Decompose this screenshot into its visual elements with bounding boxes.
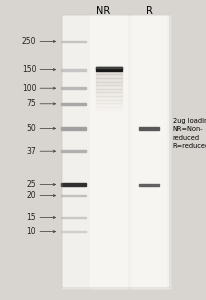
Text: 25: 25 [27, 180, 36, 189]
Text: 100: 100 [22, 84, 36, 93]
Bar [90, 15, 127, 288]
Bar [138, 127, 159, 130]
Bar [61, 69, 85, 70]
Bar [61, 183, 85, 186]
Text: 20: 20 [27, 191, 36, 200]
Bar [61, 87, 85, 89]
Text: 75: 75 [26, 99, 36, 108]
Text: 2ug loading
NR=Non-
reduced
R=reduced: 2ug loading NR=Non- reduced R=reduced [172, 118, 206, 149]
Bar [61, 195, 85, 196]
Bar [62, 15, 169, 288]
Bar [95, 96, 121, 100]
Bar [95, 85, 121, 89]
Bar [61, 217, 85, 218]
Bar [95, 89, 121, 92]
Text: R: R [145, 5, 152, 16]
Text: 50: 50 [26, 124, 36, 133]
Bar [95, 78, 121, 82]
Text: 150: 150 [22, 65, 36, 74]
Bar [95, 82, 121, 85]
Bar [95, 92, 121, 96]
Bar [61, 231, 85, 232]
Bar [131, 15, 165, 288]
Text: 250: 250 [22, 37, 36, 46]
Bar [95, 67, 121, 71]
Bar [61, 103, 85, 105]
Text: 10: 10 [27, 227, 36, 236]
Text: NR: NR [96, 5, 110, 16]
Bar [61, 127, 85, 130]
Bar [62, 15, 169, 288]
Bar [95, 110, 121, 114]
Bar [95, 100, 121, 103]
Bar [61, 150, 85, 152]
Bar [95, 67, 121, 68]
Bar [95, 107, 121, 110]
Text: 37: 37 [26, 147, 36, 156]
Bar [95, 74, 121, 78]
Bar [61, 40, 85, 42]
Text: 15: 15 [27, 213, 36, 222]
Bar [95, 103, 121, 107]
Bar [138, 184, 159, 186]
Bar [95, 71, 121, 74]
